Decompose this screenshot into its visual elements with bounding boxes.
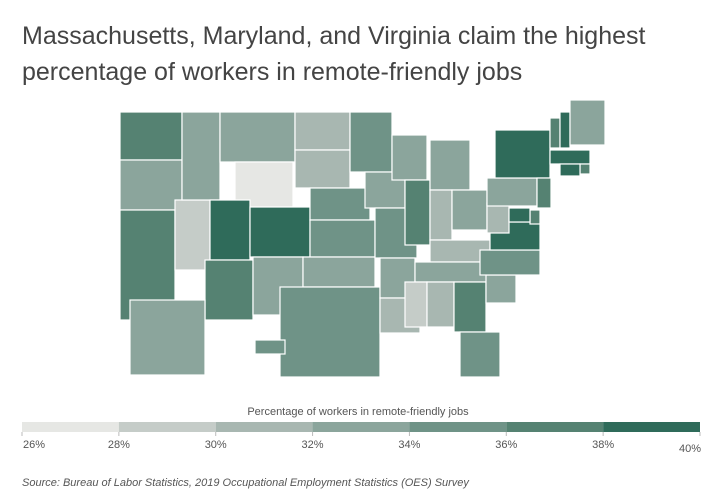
region <box>391 134 428 181</box>
region <box>294 111 351 151</box>
legend-tick-label: 34% <box>398 439 420 451</box>
region <box>309 219 376 258</box>
region <box>129 299 206 376</box>
legend-bin <box>409 422 507 432</box>
region <box>579 163 591 175</box>
legend-bin <box>312 422 410 432</box>
legend-tick-label: 40% <box>679 443 701 455</box>
legend-title: Percentage of workers in remote-friendly… <box>247 406 469 418</box>
source: Source: Bureau of Labor Statistics, 2019… <box>22 477 470 489</box>
region <box>302 256 376 288</box>
region <box>429 139 471 191</box>
legend-bin <box>506 422 604 432</box>
region <box>529 209 541 225</box>
region <box>549 117 561 149</box>
region <box>119 159 183 211</box>
region <box>204 259 254 321</box>
region <box>549 149 591 165</box>
legend-tick-label: 38% <box>592 439 614 451</box>
region <box>485 274 517 304</box>
region <box>119 111 183 161</box>
chart-title: Massachusetts, Maryland, and Virginia cl… <box>22 22 646 86</box>
region <box>219 111 296 163</box>
region <box>254 339 286 355</box>
legend-tick-label: 36% <box>495 439 517 451</box>
region <box>294 149 351 189</box>
legend-tick-label: 32% <box>302 439 324 451</box>
region <box>459 331 501 378</box>
region <box>508 207 531 223</box>
legend-tick-label: 30% <box>205 439 227 451</box>
region <box>429 189 453 241</box>
region <box>569 99 606 146</box>
region <box>349 111 393 173</box>
region <box>486 177 538 207</box>
legend-bin <box>22 422 119 432</box>
region <box>536 177 552 209</box>
region <box>309 187 371 221</box>
region <box>479 249 541 276</box>
legend-bin <box>603 422 700 432</box>
region <box>486 202 510 234</box>
legend-tick-label: 28% <box>108 439 130 451</box>
region <box>559 163 581 177</box>
region <box>279 286 381 378</box>
region <box>181 111 221 201</box>
region <box>426 281 455 328</box>
legend-bin <box>215 422 313 432</box>
region <box>451 189 488 231</box>
region <box>453 281 487 333</box>
region <box>404 179 431 246</box>
region <box>404 281 428 328</box>
region <box>559 111 571 149</box>
region <box>209 199 251 261</box>
region <box>494 129 551 179</box>
legend-tick-label: 26% <box>23 439 45 451</box>
legend-bin <box>118 422 216 432</box>
region <box>249 206 311 258</box>
